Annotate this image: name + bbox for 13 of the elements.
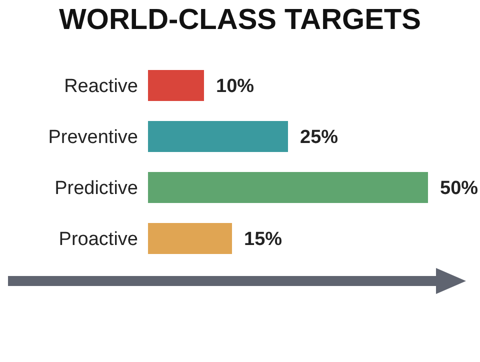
data-label: 25% bbox=[300, 127, 338, 148]
y-tick-label: Reactive bbox=[64, 76, 138, 98]
y-tick-label: Preventive bbox=[48, 127, 138, 148]
bar bbox=[148, 223, 232, 254]
bar bbox=[148, 172, 428, 203]
data-label: 15% bbox=[244, 229, 282, 250]
bar bbox=[148, 70, 204, 101]
data-label: 50% bbox=[440, 178, 478, 200]
y-tick-label: Proactive bbox=[58, 229, 138, 250]
bar bbox=[148, 121, 288, 152]
data-label: 10% bbox=[216, 76, 254, 98]
y-tick-label: Predictive bbox=[54, 178, 138, 200]
chart-title: WORLD-CLASS TARGETS bbox=[58, 4, 422, 37]
